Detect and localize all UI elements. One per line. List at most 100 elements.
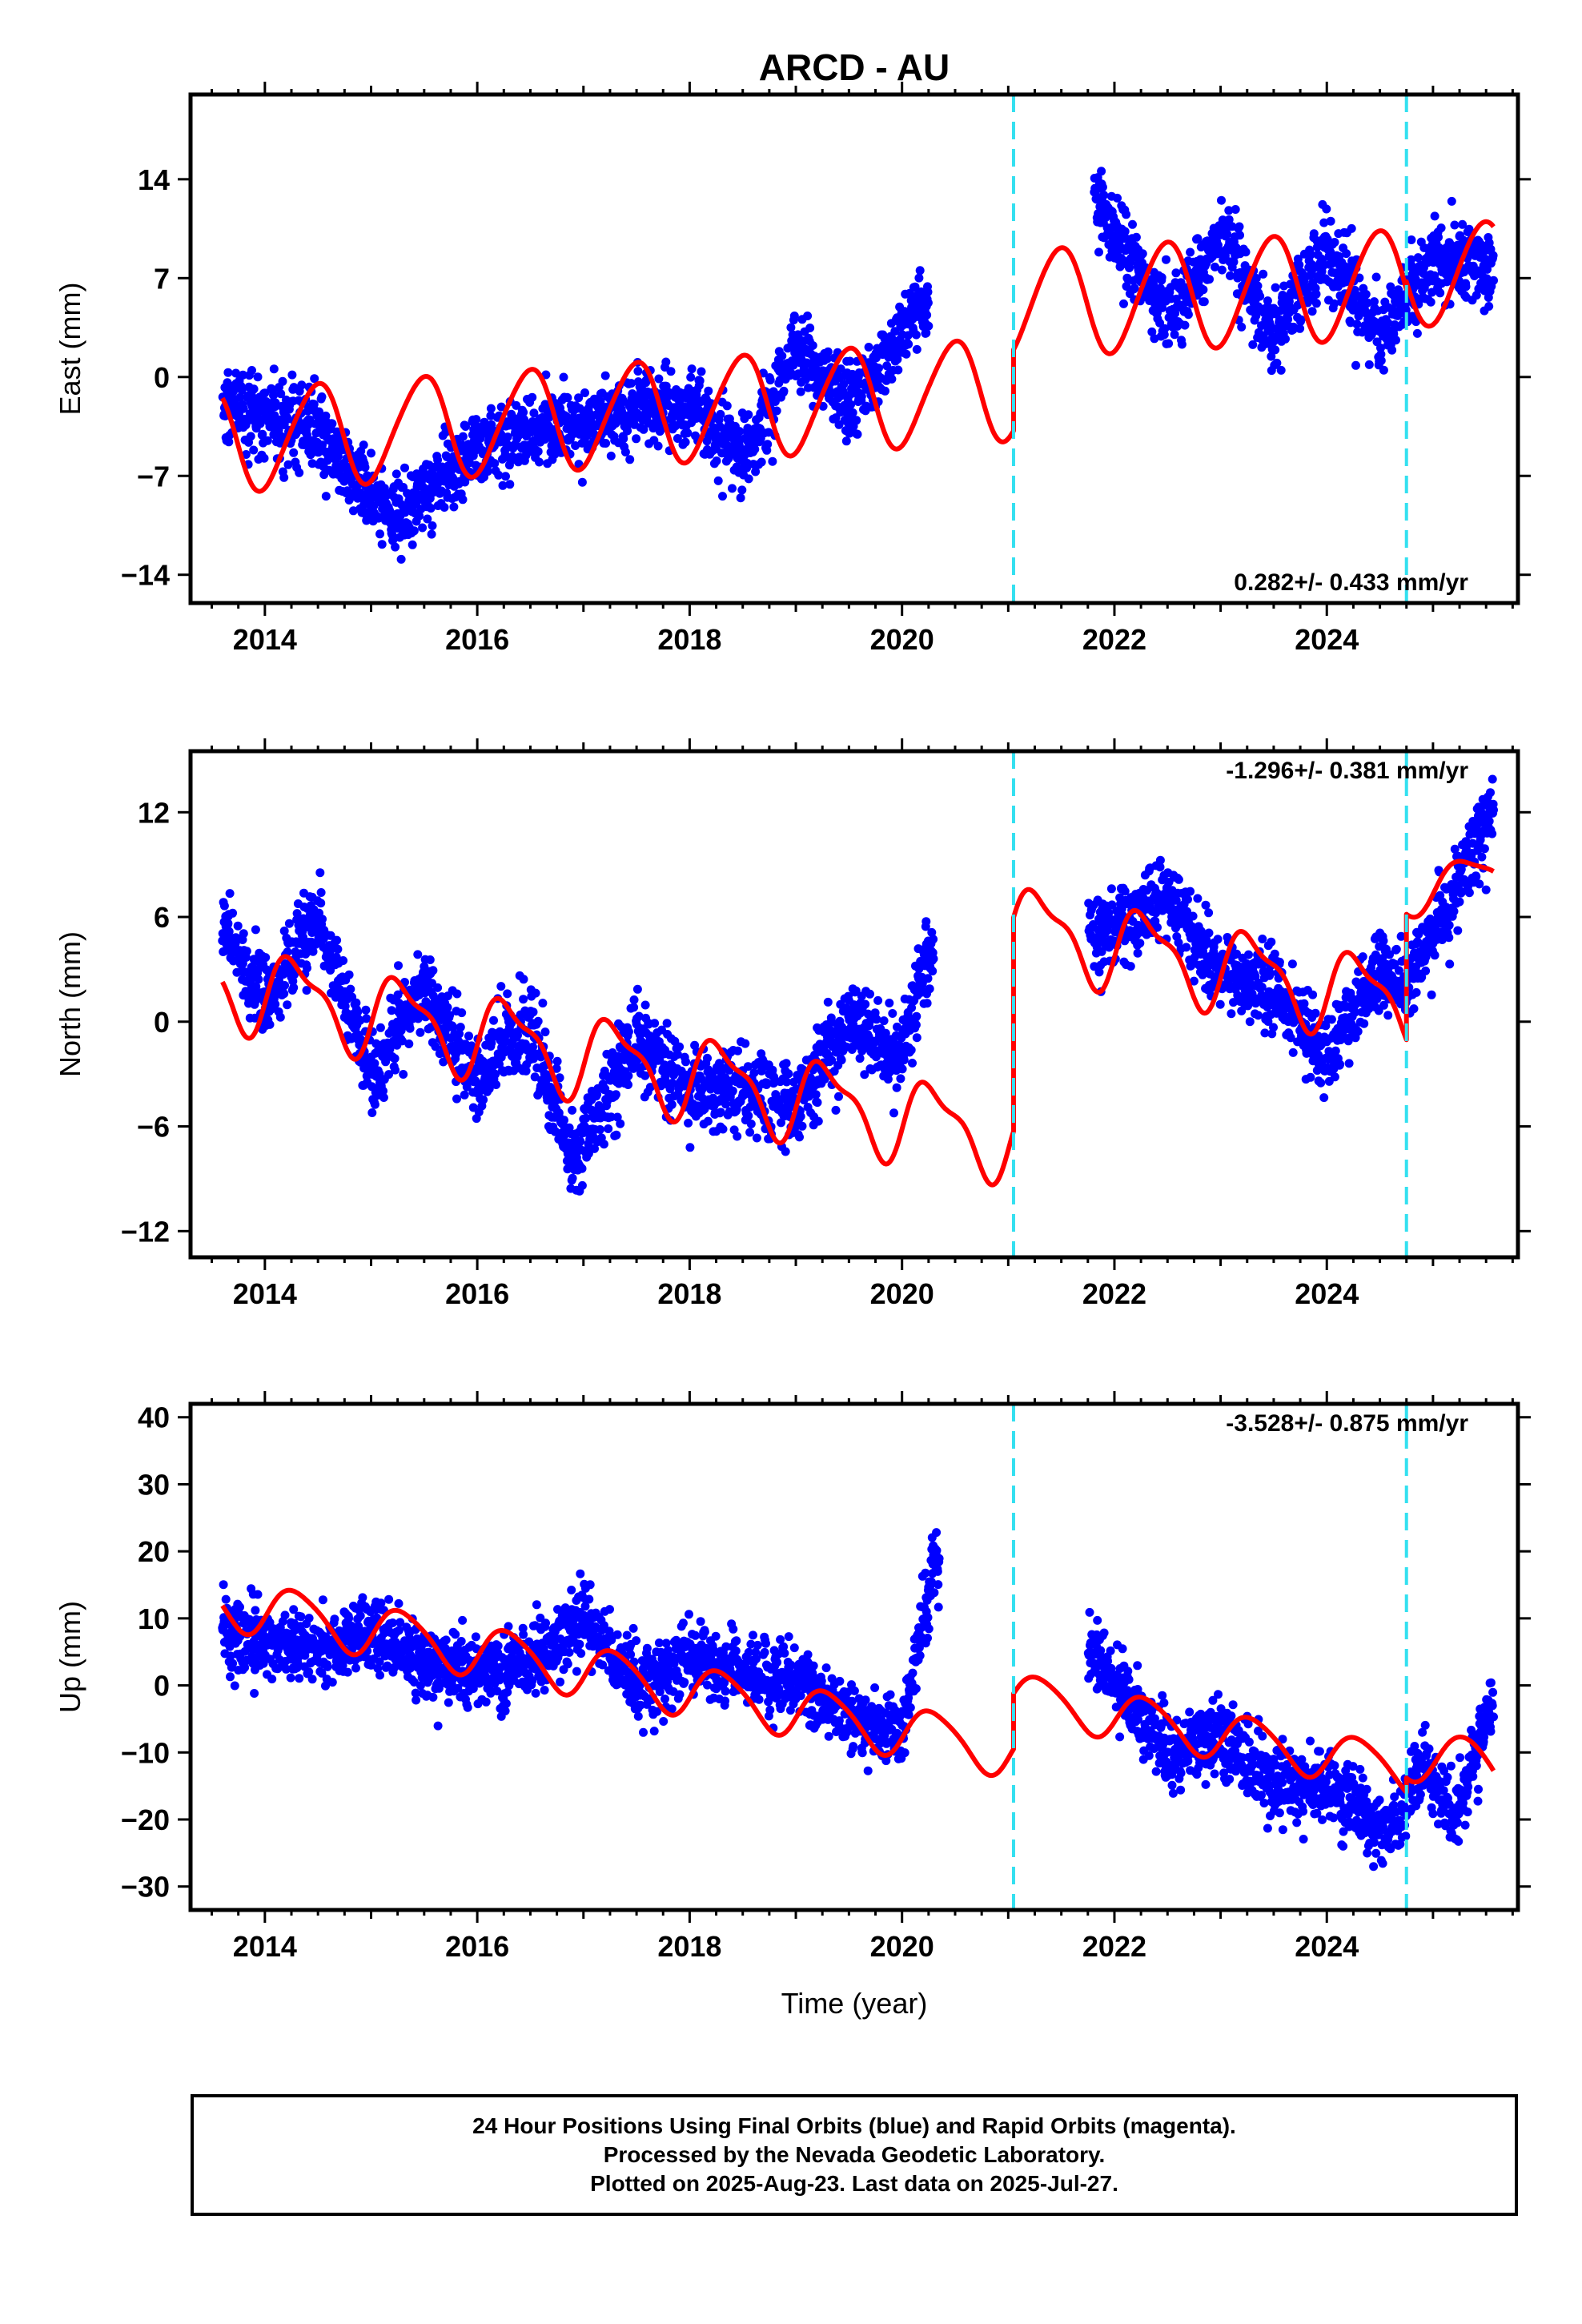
data-point: [923, 298, 933, 308]
data-point: [1130, 283, 1139, 293]
data-point: [911, 330, 921, 340]
data-point: [1205, 275, 1214, 284]
data-point: [1426, 297, 1435, 307]
data-point: [857, 392, 866, 401]
data-point: [519, 408, 528, 417]
data-point: [367, 1108, 377, 1117]
data-point: [1295, 324, 1305, 333]
data-point: [279, 927, 289, 935]
data-point: [1435, 288, 1445, 298]
y-axis-label: East (mm): [54, 283, 86, 416]
data-point: [360, 463, 370, 472]
data-point: [316, 899, 326, 908]
data-point: [912, 1011, 921, 1021]
data-point: [1098, 183, 1107, 192]
data-point: [1447, 196, 1456, 206]
data-point: [571, 441, 580, 450]
data-point: [568, 1173, 577, 1183]
data-point: [370, 1100, 379, 1109]
data-point: [683, 428, 693, 438]
data-point: [455, 1029, 464, 1039]
data-point: [925, 984, 934, 994]
data-point: [580, 388, 589, 397]
fit-curve: [220, 219, 1496, 494]
data-point: [385, 1044, 395, 1054]
data-point: [581, 1113, 591, 1123]
data-point: [1370, 297, 1379, 307]
data-point: [653, 441, 663, 451]
data-point: [1391, 336, 1400, 345]
data-point: [1461, 282, 1471, 292]
data-point: [1387, 345, 1397, 355]
data-point: [744, 474, 753, 484]
data-point: [914, 273, 924, 283]
data-point: [275, 1012, 285, 1022]
data-point: [1436, 223, 1446, 233]
data-point: [1251, 274, 1261, 283]
data-point: [1094, 247, 1103, 257]
data-point: [283, 947, 292, 957]
data-point: [1101, 212, 1110, 222]
data-point: [1319, 218, 1329, 227]
data-point: [1364, 360, 1374, 369]
data-point: [1186, 247, 1195, 257]
data-point: [533, 1016, 543, 1026]
rate-annotation: 0.282+/- 0.433 mm/yr: [1234, 569, 1468, 596]
data-point: [624, 1080, 632, 1089]
data-point: [1217, 195, 1226, 205]
data-point: [457, 1008, 467, 1018]
data-point: [1170, 308, 1180, 318]
data-point: [600, 371, 610, 380]
data-point: [640, 1000, 650, 1010]
data-point: [359, 440, 368, 450]
data-point: [921, 328, 931, 338]
data-point: [283, 414, 292, 424]
data-point: [906, 1045, 916, 1055]
data-point: [416, 1027, 425, 1037]
data-point: [681, 437, 690, 447]
data-point: [1138, 249, 1147, 259]
data-point: [912, 344, 921, 354]
data-point: [823, 997, 833, 1007]
data-point: [1342, 249, 1351, 259]
data-point: [1099, 191, 1109, 200]
x-tick-label: 2018: [657, 623, 721, 656]
data-point: [261, 953, 271, 963]
data-point: [601, 439, 611, 448]
data-point: [332, 935, 342, 945]
data-point: [512, 400, 521, 410]
y-tick-label: −14: [121, 559, 170, 592]
data-point: [519, 975, 528, 984]
data-point: [219, 901, 229, 911]
data-point: [616, 1119, 625, 1128]
data-point: [1347, 223, 1356, 233]
data-point: [427, 529, 436, 539]
data-point: [318, 440, 327, 450]
data-point: [604, 1124, 613, 1133]
data-point: [535, 457, 544, 467]
data-point: [1199, 285, 1208, 295]
data-point: [879, 1016, 889, 1026]
data-point: [408, 540, 417, 549]
data-point: [1217, 265, 1227, 275]
data-point: [1119, 299, 1128, 308]
data-point: [1484, 302, 1494, 311]
data-point: [735, 427, 745, 436]
data-point: [896, 1074, 905, 1084]
data-point: [722, 401, 732, 411]
data-point: [1351, 360, 1360, 370]
data-point: [1248, 340, 1258, 349]
data-point: [503, 989, 512, 999]
data-point: [1407, 235, 1416, 244]
data-point: [1204, 928, 1214, 938]
data-point: [899, 1055, 909, 1065]
data-point: [1097, 167, 1106, 176]
data-point: [922, 999, 932, 1008]
data-point: [641, 376, 651, 385]
data-point: [805, 324, 815, 332]
data-point: [704, 386, 713, 396]
data-point: [317, 392, 327, 401]
data-point: [889, 1108, 898, 1118]
data-point: [247, 366, 256, 375]
